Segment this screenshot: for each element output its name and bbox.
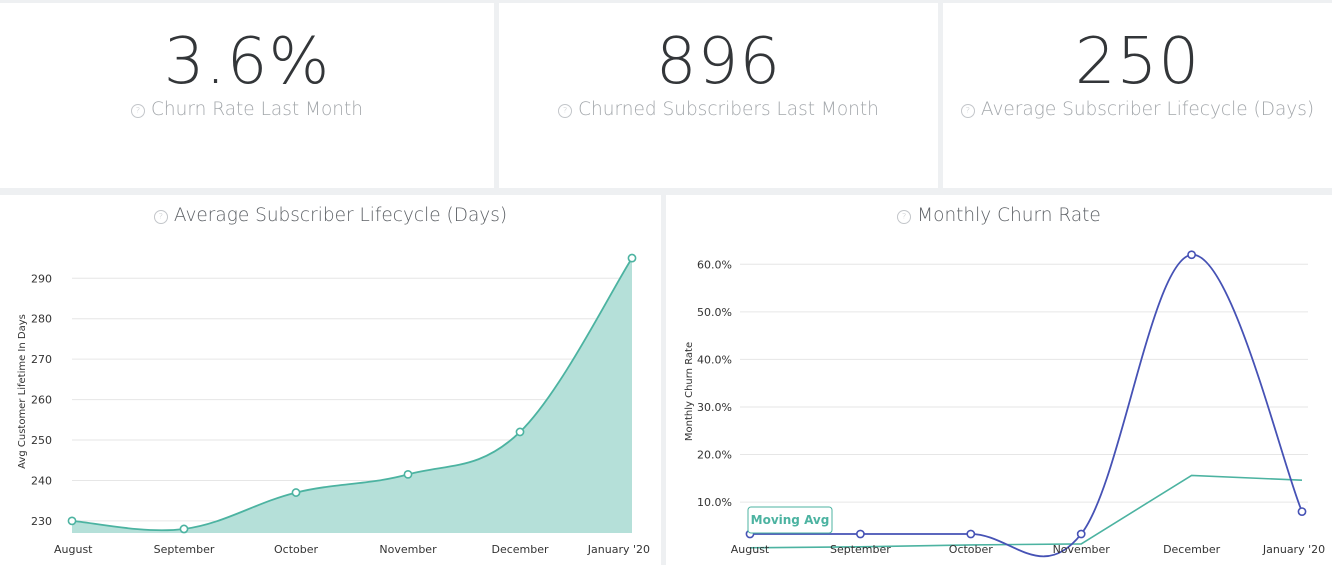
kpi-label-text: Churned Subscribers Last Month (578, 99, 879, 120)
y-tick-label: 230 (31, 515, 52, 528)
x-tick-label: September (830, 543, 891, 556)
x-tick-label: November (379, 543, 437, 556)
kpi-value: 250 (1074, 25, 1201, 99)
chart-title: ? Average Subscriber Lifecycle (Days) (0, 205, 661, 226)
y-tick-label: 250 (31, 434, 52, 447)
y-axis-label: Avg Customer Lifetime In Days (17, 314, 28, 469)
data-point (855, 529, 865, 539)
chart-title-text: Average Subscriber Lifecycle (Days) (173, 205, 508, 226)
churn-rate-line (750, 253, 1303, 558)
x-tick-label: September (154, 543, 215, 556)
chart-card-churn-rate: ? Monthly Churn Rate 10.0% 20.0% 30.0% 40.0%… (666, 195, 1332, 565)
chart-title-text: Monthly Churn Rate (917, 205, 1101, 226)
churn-rate-line-chart: 10.0% 20.0% 30.0% 40.0% 50.0% 60.0% Monthly Ch… (684, 250, 1325, 558)
area-fill (72, 258, 632, 533)
kpi-label-text: Churn Rate Last Month (151, 99, 363, 120)
kpi-value: 3.6% (163, 25, 331, 99)
moving-avg-label: Moving Avg (751, 513, 830, 527)
data-point (966, 529, 976, 539)
data-point (1076, 529, 1086, 539)
y-tick-label: 240 (31, 474, 52, 487)
data-point (1187, 250, 1196, 260)
question-circle-icon[interactable]: ? (558, 104, 573, 118)
x-tick-label: August (54, 543, 93, 556)
question-circle-icon[interactable]: ? (153, 210, 168, 224)
moving-avg-label-box (747, 506, 833, 534)
y-tick-label: 270 (31, 353, 52, 366)
data-point (627, 253, 637, 263)
data-point (1297, 507, 1307, 516)
x-tick-label: August (731, 543, 770, 556)
chart-card-lifecycle: ? Average Subscriber Lifecycle (Days) 230… (0, 195, 661, 565)
y-tick-label: 260 (31, 394, 52, 407)
x-tick-label: January '20 (1262, 543, 1325, 556)
y-tick-label: 30.0% (697, 401, 732, 414)
question-circle-icon[interactable]: ? (131, 104, 146, 118)
chart-title: ? Monthly Churn Rate (666, 205, 1332, 226)
question-circle-icon[interactable]: ? (960, 104, 975, 118)
y-tick-label: 10.0% (697, 496, 732, 509)
kpi-label: ? Churned Subscribers Last Month (499, 99, 938, 120)
data-point (179, 524, 189, 534)
x-tick-label: October (949, 543, 993, 556)
y-tick-label: 290 (31, 272, 52, 285)
y-tick-label: 40.0% (697, 353, 732, 366)
data-point (403, 469, 413, 479)
kpi-card-churn-rate: 3.6% ? Churn Rate Last Month (0, 3, 494, 188)
kpi-label: ? Average Subscriber Lifecycle (Days) (943, 99, 1332, 120)
x-tick-label: December (491, 543, 549, 556)
x-tick-label: January '20 (587, 543, 650, 556)
kpi-card-churned-subscribers: 896 ? Churned Subscribers Last Month (499, 3, 938, 188)
data-point (291, 488, 301, 497)
lifecycle-area-chart: 230 240 250 260 270 280 290 Avg Customer Lifeti… (17, 253, 650, 556)
x-tick-label: December (1163, 543, 1221, 556)
y-tick-label: 60.0% (697, 258, 732, 271)
y-tick-label: 50.0% (697, 306, 732, 319)
y-tick-label: 280 (31, 313, 52, 326)
data-point (67, 516, 77, 526)
kpi-label-text: Average Subscriber Lifecycle (Days) (980, 99, 1315, 120)
moving-avg-line (749, 474, 1303, 549)
kpi-card-avg-lifecycle: 250 ? Average Subscriber Lifecycle (Days) (943, 3, 1332, 188)
x-tick-label: October (274, 543, 318, 556)
question-circle-icon[interactable]: ? (897, 210, 912, 224)
kpi-label: ? Churn Rate Last Month (0, 99, 494, 120)
kpi-value: 896 (655, 25, 782, 99)
y-axis-label: Monthly Churn Rate (684, 342, 695, 441)
data-point (515, 427, 525, 437)
y-tick-label: 20.0% (697, 449, 732, 462)
x-tick-label: November (1053, 543, 1111, 556)
